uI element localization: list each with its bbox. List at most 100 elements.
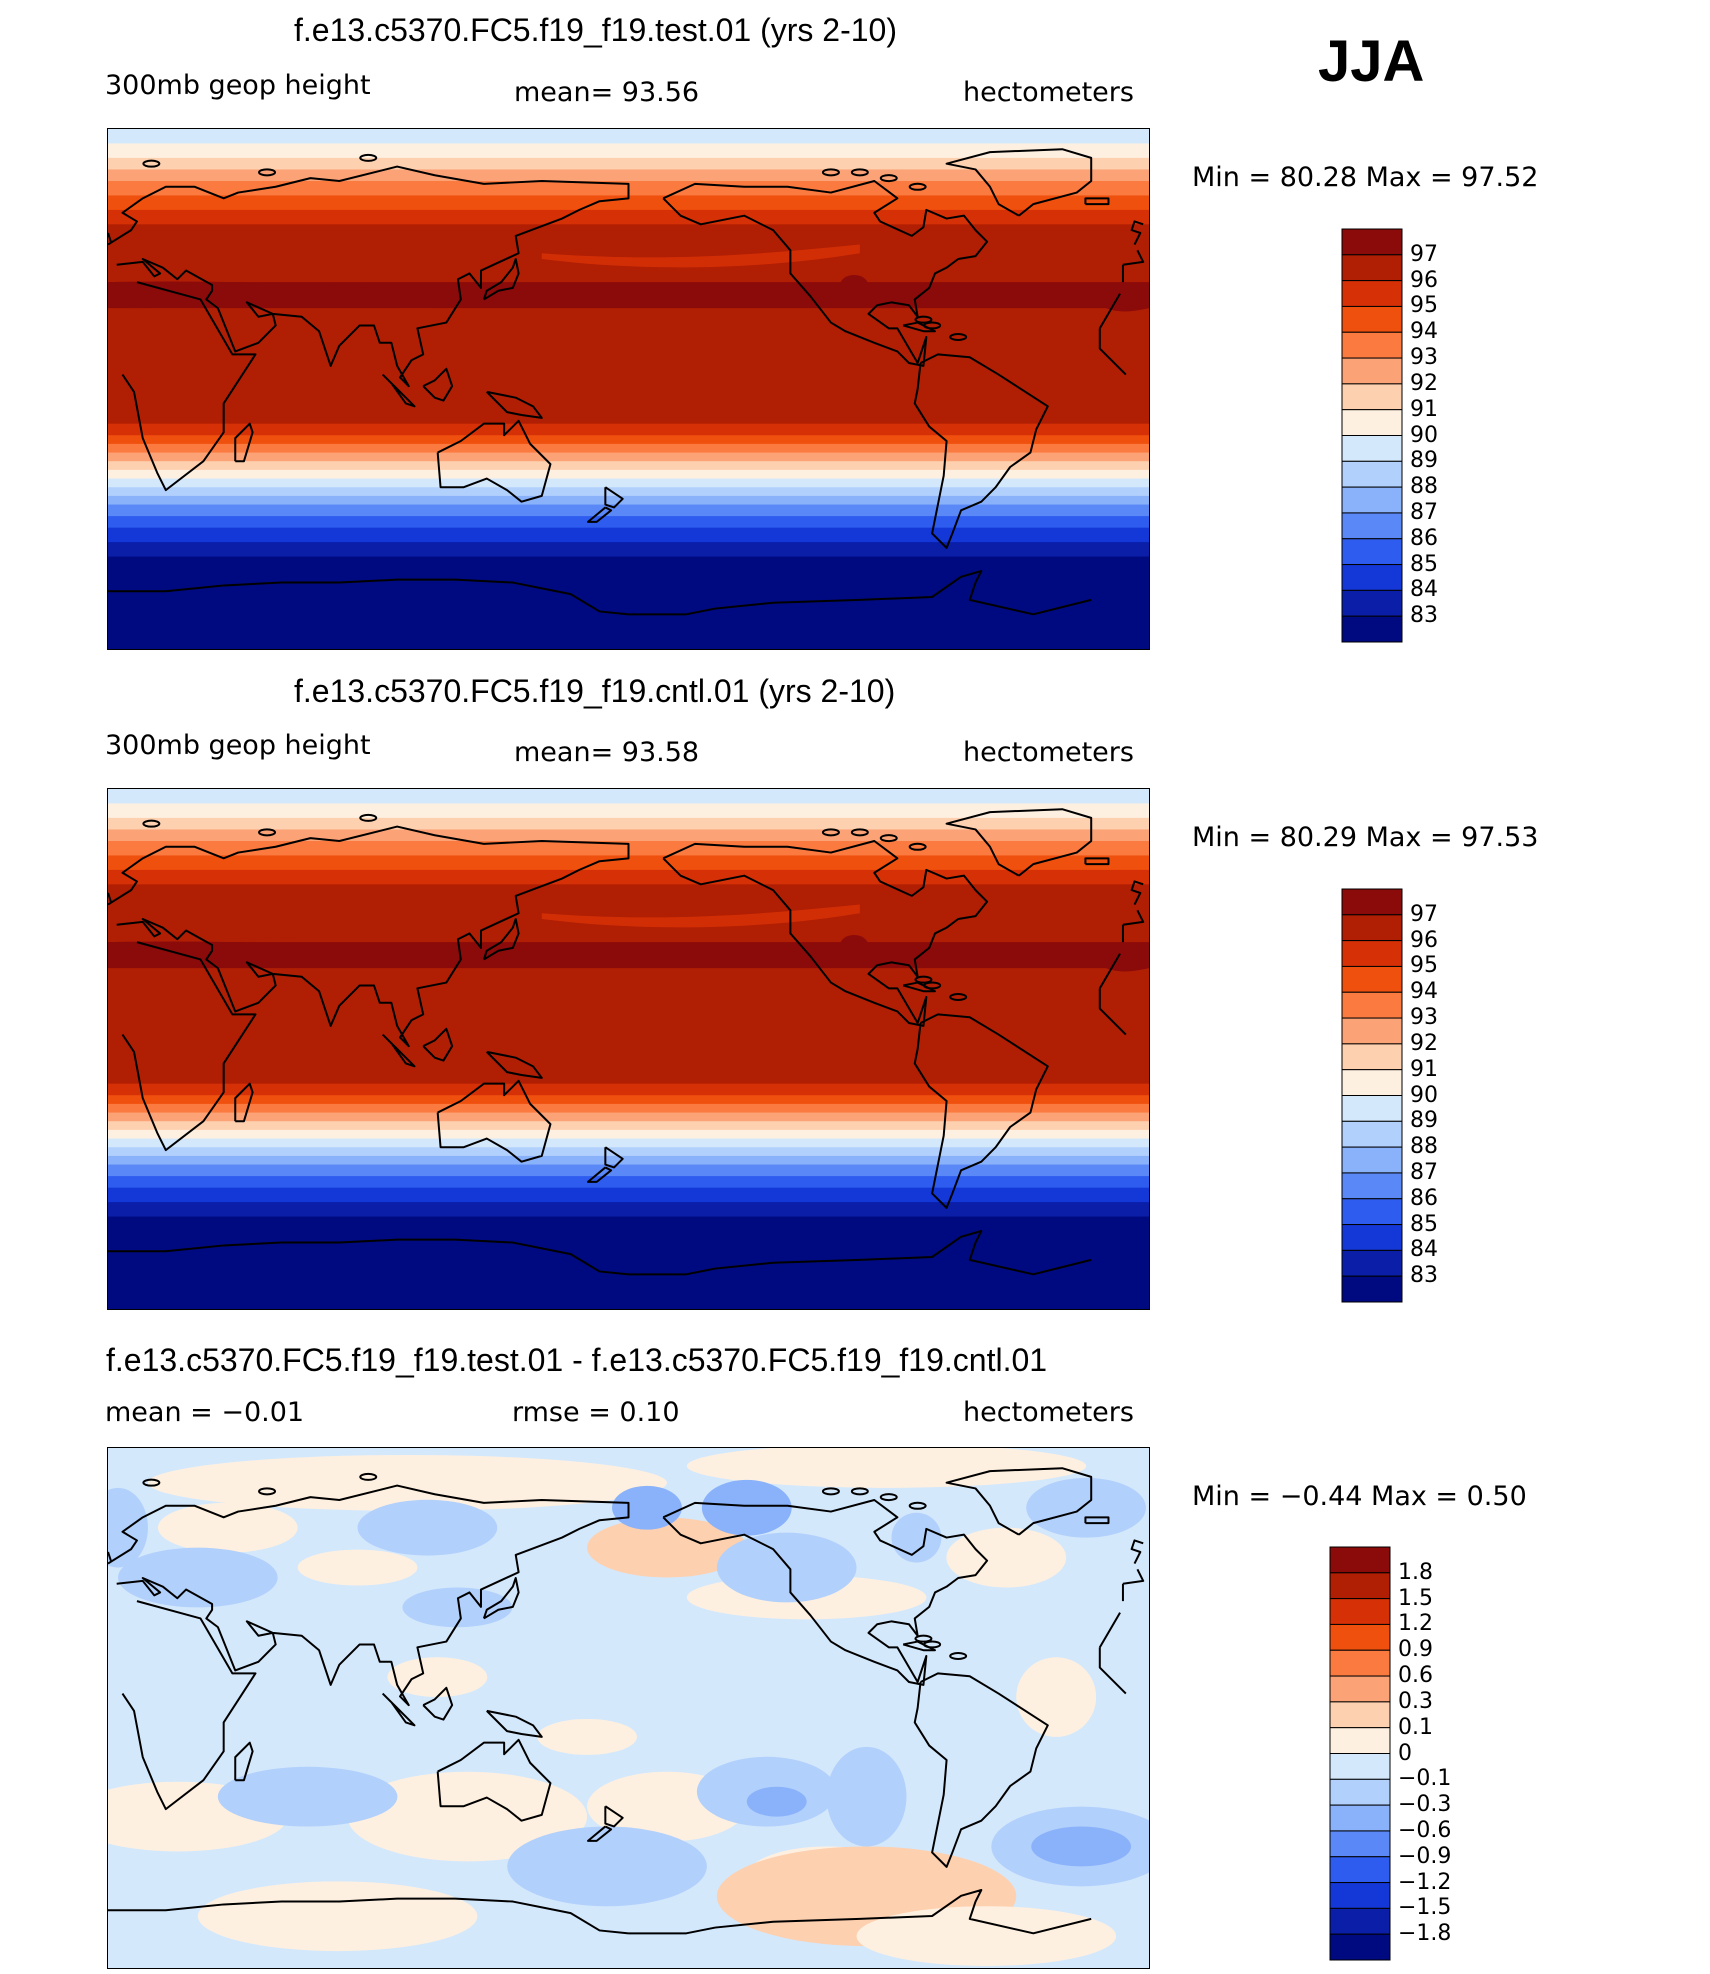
colorbar-swatch xyxy=(1341,888,1403,916)
colorbar-tick-label: 0.1 xyxy=(1398,1714,1433,1740)
colorbar-swatch xyxy=(1341,254,1403,282)
panel-1-variable-label: 300mb geop height xyxy=(105,70,371,101)
colorbar-tick-label: 85 xyxy=(1410,551,1438,577)
colorbar-swatch xyxy=(1341,1275,1403,1303)
colorbar-swatch xyxy=(1341,1198,1403,1226)
colorbar-tick-label: 84 xyxy=(1410,577,1438,603)
panel-1-minmax: Min = 80.28 Max = 97.52 xyxy=(1192,162,1539,193)
colorbar-swatch xyxy=(1341,1120,1403,1148)
colorbar-swatch xyxy=(1329,1727,1391,1754)
colorbar-swatch xyxy=(1341,280,1403,307)
colorbar-tick-label: 89 xyxy=(1410,448,1438,474)
colorbar-tick-label: 90 xyxy=(1410,1082,1438,1108)
colorbar-swatch xyxy=(1341,589,1403,617)
colorbar-swatch xyxy=(1329,1804,1391,1832)
colorbar-tick-label: 84 xyxy=(1410,1237,1438,1263)
panel-1-map-canvas xyxy=(108,129,1149,649)
panel-2-colorbar-swatches xyxy=(1341,888,1403,1303)
colorbar-swatch xyxy=(1341,460,1403,488)
colorbar-tick-label: 90 xyxy=(1410,422,1438,448)
colorbar-tick-label: 88 xyxy=(1410,474,1438,500)
panel-3-mean-label: mean = −0.01 xyxy=(105,1397,305,1428)
colorbar-swatch xyxy=(1341,1146,1403,1174)
panel-3-colorbar: 1.8 1.5 1.2 0.9 0.6 0.3 0.1 0 −0.1 −0.3 −0.6 −0.9 −1… xyxy=(1329,1546,1451,1961)
colorbar-swatch xyxy=(1341,615,1403,643)
colorbar-swatch xyxy=(1329,1546,1391,1574)
panel-2-title: f.e13.c5370.FC5.f19_f19.cntl.01 (yrs 2-1… xyxy=(294,673,896,709)
colorbar-tick-label: −0.3 xyxy=(1398,1792,1452,1818)
colorbar-tick-label: −1.2 xyxy=(1398,1869,1452,1895)
colorbar-tick-label: 0.3 xyxy=(1398,1688,1433,1714)
colorbar-tick-label: 85 xyxy=(1410,1211,1438,1237)
colorbar-tick-label: 1.5 xyxy=(1398,1585,1433,1611)
panel-3-rmse-label: rmse = 0.10 xyxy=(512,1397,680,1428)
colorbar-tick-label: 1.2 xyxy=(1398,1611,1433,1637)
colorbar-tick-label: −0.9 xyxy=(1398,1843,1452,1869)
colorbar-swatch xyxy=(1341,305,1403,333)
colorbar-swatch xyxy=(1341,965,1403,993)
colorbar-tick-label: 89 xyxy=(1410,1108,1438,1134)
colorbar-tick-label: 94 xyxy=(1410,319,1438,345)
panel-1-title: f.e13.c5370.FC5.f19_f19.test.01 (yrs 2-1… xyxy=(294,12,897,48)
colorbar-tick-label: 0.6 xyxy=(1398,1663,1433,1689)
colorbar-swatch xyxy=(1329,1623,1391,1651)
colorbar-swatch xyxy=(1341,228,1403,256)
colorbar-swatch xyxy=(1329,1675,1391,1703)
colorbar-tick-label: 97 xyxy=(1410,901,1438,927)
colorbar-tick-label: 83 xyxy=(1410,1263,1438,1289)
colorbar-swatch xyxy=(1341,409,1403,436)
panel-3-minmax: Min = −0.44 Max = 0.50 xyxy=(1192,1481,1527,1512)
colorbar-swatch xyxy=(1329,1649,1391,1677)
colorbar-tick-label: 1.8 xyxy=(1398,1559,1433,1585)
colorbar-tick-label: 91 xyxy=(1410,396,1438,422)
colorbar-tick-label: −1.5 xyxy=(1398,1895,1452,1921)
colorbar-tick-label: 86 xyxy=(1410,1185,1438,1211)
colorbar-tick-label: −0.1 xyxy=(1398,1766,1452,1792)
colorbar-swatch xyxy=(1341,1224,1403,1251)
colorbar-swatch xyxy=(1329,1907,1391,1935)
colorbar-tick-label: 94 xyxy=(1410,979,1438,1005)
colorbar-swatch xyxy=(1329,1598,1391,1625)
colorbar-tick-label: 88 xyxy=(1410,1134,1438,1160)
panel-2-map-canvas xyxy=(108,789,1149,1309)
panel-1-colorbar: 97 96 95 94 93 92 91 90 89 88 87 86 85 84 83 xyxy=(1341,228,1438,643)
colorbar-tick-label: 0 xyxy=(1398,1740,1412,1766)
colorbar-swatch xyxy=(1341,512,1403,540)
colorbar-swatch xyxy=(1341,331,1403,359)
colorbar-swatch xyxy=(1329,1882,1391,1909)
panel-1-mean-label: mean= 93.56 xyxy=(514,77,700,108)
panel-3-colorbar-swatches xyxy=(1329,1546,1391,1961)
colorbar-tick-label: 96 xyxy=(1410,927,1438,953)
colorbar-tick-label: 87 xyxy=(1410,499,1438,525)
colorbar-swatch xyxy=(1341,435,1403,462)
colorbar-swatch xyxy=(1341,1095,1403,1122)
panel-3-map-canvas xyxy=(108,1448,1149,1968)
colorbar-swatch xyxy=(1341,1043,1403,1071)
colorbar-swatch xyxy=(1341,357,1403,385)
colorbar-swatch xyxy=(1329,1572,1391,1600)
panel-2-units-label: hectometers xyxy=(963,737,1134,768)
panel-3-title: f.e13.c5370.FC5.f19_f19.test.01 - f.e13.… xyxy=(106,1342,1048,1378)
colorbar-swatch xyxy=(1341,1017,1403,1045)
panel-2-mean-label: mean= 93.58 xyxy=(514,737,700,768)
colorbar-swatch xyxy=(1341,538,1403,566)
colorbar-tick-label: 87 xyxy=(1410,1159,1438,1185)
colorbar-tick-label: −1.8 xyxy=(1398,1921,1452,1947)
colorbar-swatch xyxy=(1329,1778,1391,1806)
panel-2-variable-label: 300mb geop height xyxy=(105,730,371,761)
colorbar-swatch xyxy=(1341,1069,1403,1096)
colorbar-tick-label: 86 xyxy=(1410,525,1438,551)
colorbar-tick-label: 93 xyxy=(1410,345,1438,371)
panel-2-colorbar: 97 96 95 94 93 92 91 90 89 88 87 86 85 84 83 xyxy=(1341,888,1438,1303)
colorbar-tick-label: 92 xyxy=(1410,1030,1438,1056)
colorbar-swatch xyxy=(1341,940,1403,967)
colorbar-tick-label: −0.6 xyxy=(1398,1817,1452,1843)
colorbar-tick-label: 93 xyxy=(1410,1005,1438,1031)
colorbar-swatch xyxy=(1329,1701,1391,1729)
panel-1-units-label: hectometers xyxy=(963,77,1134,108)
colorbar-swatch xyxy=(1329,1753,1391,1780)
panel-3-units-label: hectometers xyxy=(963,1397,1134,1428)
colorbar-swatch xyxy=(1341,991,1403,1019)
colorbar-tick-label: 91 xyxy=(1410,1056,1438,1082)
colorbar-tick-label: 97 xyxy=(1410,241,1438,267)
